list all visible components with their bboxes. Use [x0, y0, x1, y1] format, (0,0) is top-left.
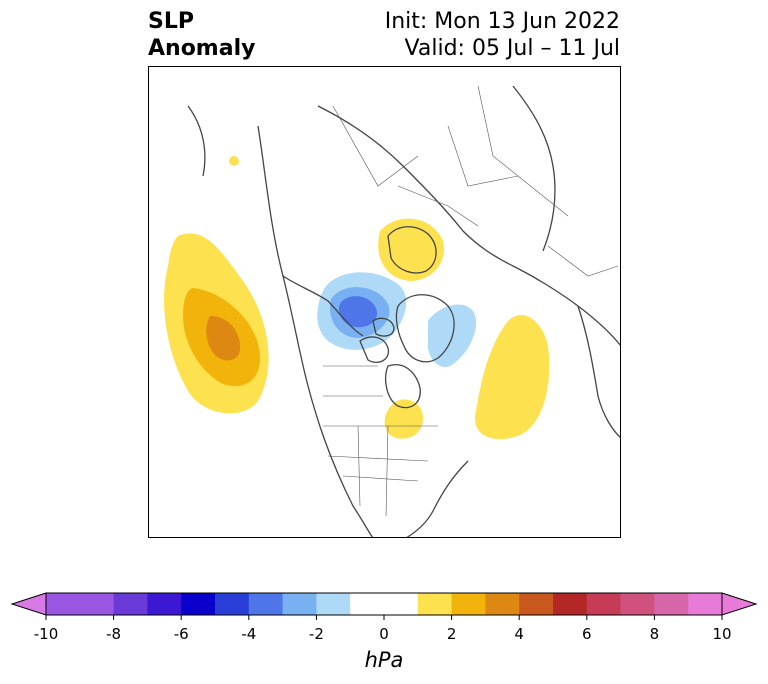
colorbar-tick-label: -8 — [106, 625, 121, 643]
colorbar-tick-label: 4 — [514, 625, 524, 643]
colorbar-bin — [248, 593, 284, 615]
date-info: Init: Mon 13 Jun 2022 Valid: 05 Jul – 11… — [385, 8, 620, 62]
colorbar-bin — [46, 593, 81, 615]
colorbar-bin — [688, 593, 723, 615]
colorbar-tick-label: 8 — [650, 625, 660, 643]
colorbar-bin — [654, 593, 689, 615]
title-line-2: Anomaly — [148, 36, 256, 61]
colorbar-bin — [519, 593, 554, 615]
colorbar-tick-label: 2 — [447, 625, 457, 643]
valid-date: Valid: 05 Jul – 11 Jul — [404, 36, 620, 61]
colorbar-under-arrow — [10, 592, 47, 616]
colorbar-bin — [147, 593, 182, 615]
colorbar-tick-label: -4 — [241, 625, 256, 643]
colorbar-bin — [79, 593, 115, 615]
title-line-1: SLP — [148, 9, 194, 34]
anomaly-map — [148, 66, 621, 538]
pacific-high-anomaly — [164, 156, 269, 414]
colorbar-bin — [451, 593, 486, 615]
colorbar-units: hPa — [365, 648, 404, 672]
init-date: Init: Mon 13 Jun 2022 — [384, 9, 620, 34]
colorbar-bin — [586, 593, 622, 615]
colorbar-bin — [282, 593, 317, 615]
colorbar-tick-label: 0 — [379, 625, 389, 643]
colorbar-tick-label: -10 — [34, 625, 59, 643]
colorbar-bin — [553, 593, 588, 615]
colorbar-ticks: -10 -8 -6 -4 -2 0 2 4 6 8 10 — [34, 615, 732, 643]
colorbar-tick-label: 10 — [712, 625, 731, 643]
colorbar-tick-label: -6 — [174, 625, 189, 643]
colorbar-tick-label: 6 — [582, 625, 592, 643]
map-frame — [148, 66, 621, 538]
colorbar-tick-label: -2 — [309, 625, 324, 643]
colorbar-bin — [215, 593, 250, 615]
colorbar-bin — [113, 593, 148, 615]
borders — [323, 85, 619, 517]
colorbar-bin — [316, 593, 351, 615]
colorbar-bins — [46, 593, 723, 615]
colorbar-bin — [485, 593, 520, 615]
coastlines — [187, 85, 621, 538]
colorbar: -10 -8 -6 -4 -2 0 2 4 6 8 10 hPa — [10, 592, 758, 672]
colorbar-bin — [620, 593, 655, 615]
colorbar-bin — [181, 593, 216, 615]
great-lakes-high-anomaly — [384, 399, 423, 439]
colorbar-bin — [350, 593, 419, 615]
map-title: SLP Anomaly — [148, 8, 255, 62]
colorbar-bin — [417, 593, 453, 615]
colorbar-over-arrow — [721, 592, 758, 616]
atlantic-high-anomaly — [475, 315, 550, 439]
